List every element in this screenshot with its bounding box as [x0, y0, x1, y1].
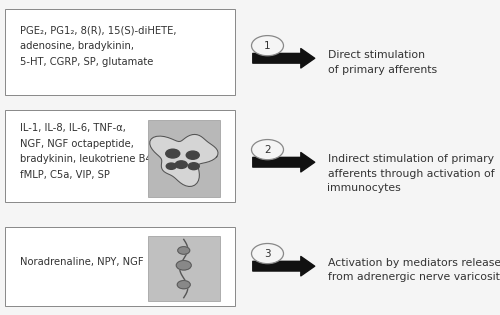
- FancyBboxPatch shape: [5, 227, 235, 306]
- Circle shape: [166, 149, 180, 158]
- Circle shape: [252, 140, 284, 160]
- Circle shape: [178, 247, 190, 254]
- Circle shape: [166, 163, 176, 169]
- Text: of primary afferents: of primary afferents: [328, 65, 436, 75]
- Circle shape: [188, 163, 199, 170]
- Text: IL-1, IL-8, IL-6, TNF-α,: IL-1, IL-8, IL-6, TNF-α,: [20, 123, 126, 133]
- FancyArrowPatch shape: [253, 256, 314, 276]
- Circle shape: [186, 151, 199, 159]
- Text: Direct stimulation: Direct stimulation: [328, 50, 424, 60]
- Circle shape: [177, 281, 190, 289]
- FancyBboxPatch shape: [148, 120, 220, 197]
- FancyArrowPatch shape: [253, 152, 314, 172]
- FancyBboxPatch shape: [5, 110, 235, 202]
- Text: fMLP, C5a, VIP, SP: fMLP, C5a, VIP, SP: [20, 170, 110, 180]
- Text: 5-HT, CGRP, SP, glutamate: 5-HT, CGRP, SP, glutamate: [20, 57, 154, 67]
- Text: PGE₂, PG1₂, 8(R), 15(S)-diHETE,: PGE₂, PG1₂, 8(R), 15(S)-diHETE,: [20, 25, 176, 35]
- Circle shape: [252, 243, 284, 264]
- Text: immunocytes: immunocytes: [328, 183, 401, 193]
- Circle shape: [252, 36, 284, 56]
- FancyBboxPatch shape: [148, 236, 220, 301]
- Text: from adrenergic nerve varicosities: from adrenergic nerve varicosities: [328, 272, 500, 283]
- Polygon shape: [150, 135, 218, 186]
- Text: 2: 2: [264, 145, 271, 155]
- Text: afferents through activation of: afferents through activation of: [328, 169, 494, 179]
- Text: bradykinin, leukotriene B4,: bradykinin, leukotriene B4,: [20, 154, 155, 164]
- Text: 1: 1: [264, 41, 271, 51]
- Text: Activation by mediators released: Activation by mediators released: [328, 258, 500, 268]
- Text: 3: 3: [264, 249, 271, 259]
- Circle shape: [176, 161, 187, 169]
- Text: adenosine, bradykinin,: adenosine, bradykinin,: [20, 41, 134, 51]
- Text: Noradrenaline, NPY, NGF: Noradrenaline, NPY, NGF: [20, 257, 144, 267]
- FancyArrowPatch shape: [253, 49, 314, 68]
- FancyBboxPatch shape: [5, 9, 235, 95]
- Text: NGF, NGF octapeptide,: NGF, NGF octapeptide,: [20, 139, 134, 149]
- Text: Indirect stimulation of primary: Indirect stimulation of primary: [328, 154, 494, 164]
- Circle shape: [176, 261, 191, 270]
